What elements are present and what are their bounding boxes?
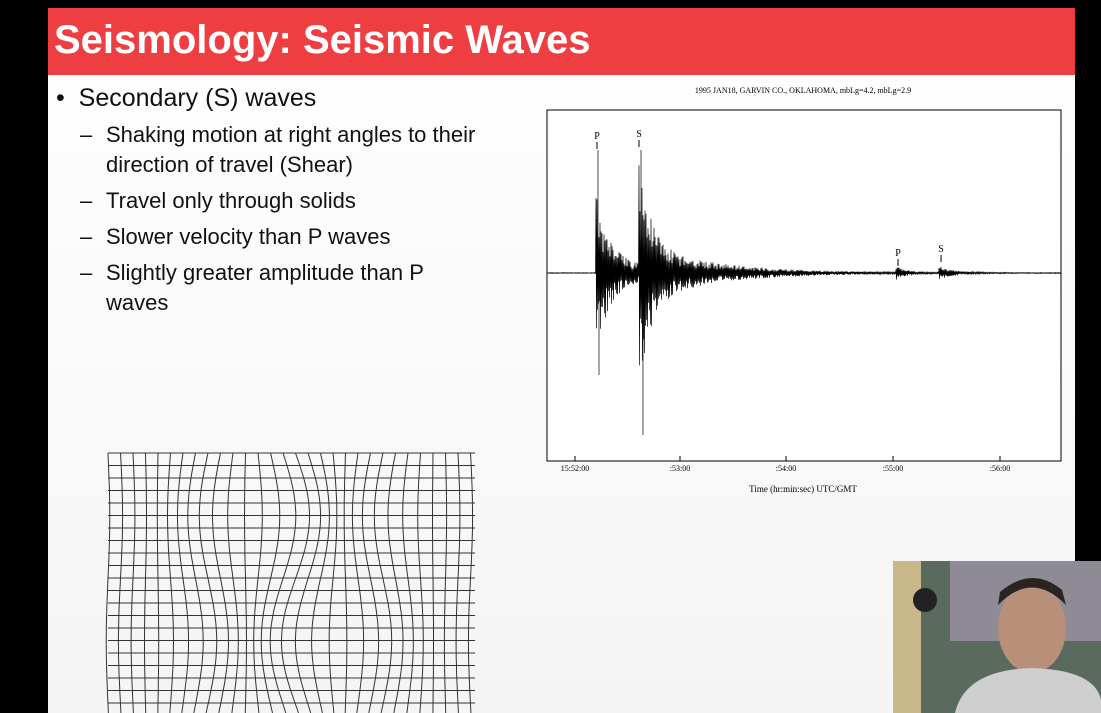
grid-v	[167, 452, 174, 713]
grid-v	[253, 452, 263, 713]
time-label: :54:00	[776, 464, 796, 473]
grid-v	[177, 452, 189, 713]
grid-v	[351, 452, 365, 713]
grid-v	[198, 452, 218, 713]
grid-v	[467, 452, 474, 713]
grid-v	[280, 452, 310, 713]
grid-v	[144, 452, 147, 713]
shear-grid	[105, 452, 475, 713]
sub-bullet-text: Slightly greater amplitude than P waves	[106, 260, 424, 315]
sub-bullet: – Slightly greater amplitude than P waves	[80, 258, 480, 318]
phase-label: S	[938, 244, 944, 255]
bullet: • Secondary (S) waves	[56, 84, 317, 112]
slide-title: Seismology: Seismic Waves	[48, 8, 1075, 75]
sub-bullet-text: Slower velocity than P waves	[106, 224, 391, 249]
grid-v	[269, 452, 297, 713]
phase-label: P	[594, 131, 600, 142]
seismogram-frame	[546, 109, 1062, 462]
grid-v	[227, 452, 239, 713]
sub-bullet: – Slower velocity than P waves	[80, 222, 480, 252]
grid-v	[417, 452, 424, 713]
axis-label: Time (hr:min:sec) UTC/GMT	[749, 484, 857, 494]
grid-v	[105, 452, 111, 713]
grid-v	[432, 452, 434, 713]
grid-v	[311, 452, 330, 713]
time-label: :55:00	[883, 464, 903, 473]
sub-bullet-text: Travel only through solids	[106, 188, 356, 213]
grid-v	[387, 452, 404, 713]
waveform	[546, 150, 1062, 435]
time-label: 15:52:00	[561, 464, 589, 473]
grid-v	[260, 452, 281, 713]
grid-v	[117, 452, 124, 713]
sub-bullet-text: Shaking motion at right angles to their …	[106, 122, 476, 177]
bullet-text: Secondary (S) waves	[78, 84, 317, 112]
grid-v	[294, 452, 322, 713]
grid-v	[328, 452, 338, 713]
webcam	[893, 561, 1101, 713]
grid-v	[156, 452, 160, 713]
phase-label: S	[636, 129, 642, 140]
time-label: :56:00	[990, 464, 1010, 473]
grid-v	[212, 452, 230, 713]
grid-v	[455, 452, 461, 713]
grid-v	[244, 452, 247, 713]
seismogram-title: 1995 JAN18, GARVIN CO., OKLAHOMA, mbLg=4…	[695, 86, 911, 95]
sub-bullet: – Shaking motion at right angles to their…	[80, 120, 480, 180]
grid-v	[343, 452, 348, 713]
phase-label: P	[895, 248, 901, 259]
grid-v	[361, 452, 380, 713]
sub-bullet: – Travel only through solids	[80, 186, 480, 216]
grid-v	[373, 452, 393, 713]
grid-v	[402, 452, 414, 713]
grid-v	[187, 452, 204, 713]
grid-v	[130, 452, 136, 713]
grid-v	[443, 452, 448, 713]
time-label: :53:00	[670, 464, 690, 473]
